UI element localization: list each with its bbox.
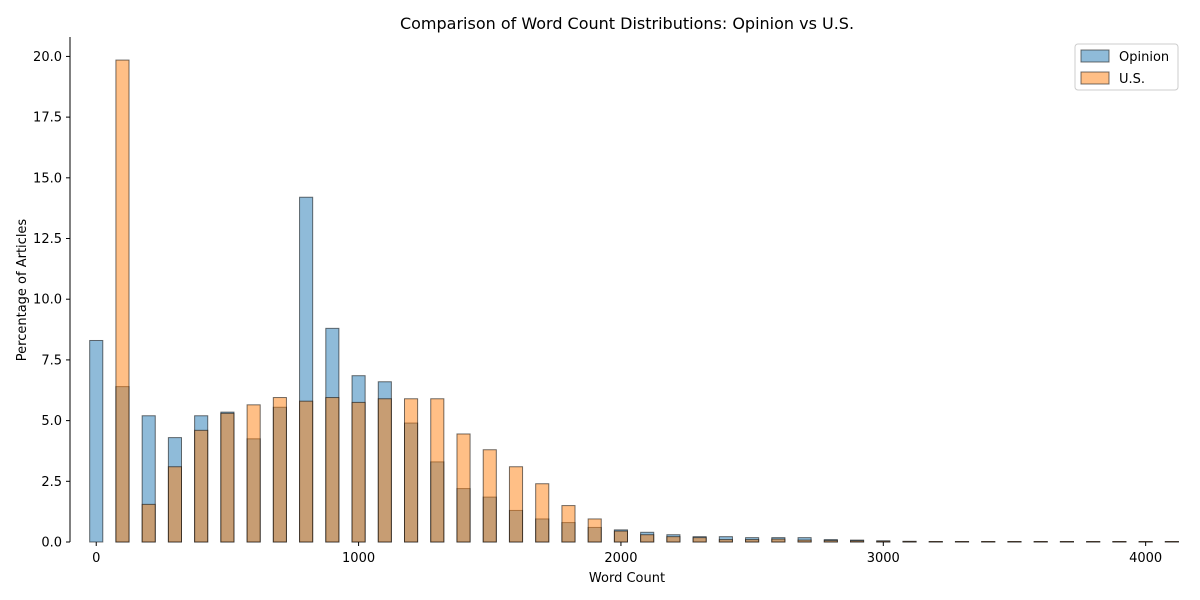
us-bar — [587, 518, 602, 543]
y-tick-label: 0.0 — [41, 536, 62, 551]
us-bar — [220, 412, 235, 543]
us-bar — [535, 483, 550, 543]
x-tick-label: 0 — [92, 551, 100, 566]
y-tick-label: 12.5 — [33, 232, 62, 247]
opinion-bar — [89, 339, 104, 543]
legend-label-us: U.S. — [1119, 72, 1145, 87]
us-bar — [666, 536, 681, 543]
x-axis-ticks: 0 1000 2000 3000 4000 — [92, 542, 1162, 566]
us-bar — [797, 539, 812, 543]
us-bar — [823, 540, 838, 543]
us-bar — [876, 540, 891, 543]
y-axis-label: Percentage of Articles — [15, 219, 30, 362]
us-bar — [456, 433, 471, 543]
us-bar — [246, 404, 261, 543]
y-tick-label: 5.0 — [41, 414, 62, 429]
legend-label-opinion: Opinion — [1119, 50, 1169, 65]
us-bar — [141, 503, 156, 543]
us-bar — [299, 400, 314, 543]
us-bar — [272, 397, 287, 543]
x-tick-label: 3000 — [867, 551, 900, 566]
us-bar — [640, 534, 655, 543]
us-bar — [692, 537, 707, 543]
legend-swatch-us — [1080, 71, 1110, 85]
us-bar — [325, 397, 340, 543]
y-tick-label: 15.0 — [33, 171, 62, 186]
us-bar — [613, 530, 628, 543]
us-bar — [718, 539, 733, 543]
us-bar — [430, 398, 445, 543]
x-axis-label: Word Count — [589, 571, 665, 586]
us-bar — [561, 505, 576, 543]
us-bar — [482, 449, 497, 543]
us-bar — [194, 429, 209, 543]
us-bar — [508, 466, 524, 543]
y-axis-ticks: 0.0 2.5 5.0 7.5 10.0 12.5 15.0 17.5 20.0 — [33, 50, 70, 551]
legend-swatch-opinion — [1080, 49, 1110, 63]
us-bar — [404, 398, 419, 543]
y-tick-label: 17.5 — [33, 111, 62, 126]
y-tick-label: 20.0 — [33, 50, 62, 65]
legend: Opinion U.S. — [1074, 43, 1179, 91]
x-tick-label: 2000 — [604, 551, 637, 566]
us-bar — [377, 398, 392, 543]
us-bar — [351, 401, 366, 543]
us-bar — [771, 538, 786, 543]
us-bar — [115, 59, 130, 543]
x-tick-label: 4000 — [1129, 551, 1162, 566]
y-tick-label: 10.0 — [33, 293, 62, 308]
us-bar — [745, 539, 760, 543]
us-bar — [850, 540, 865, 543]
us-bar — [167, 466, 183, 543]
chart-title: Comparison of Word Count Distributions: … — [400, 14, 854, 33]
y-tick-label: 7.5 — [41, 353, 62, 368]
us-series — [115, 59, 1179, 543]
x-tick-label: 1000 — [342, 551, 375, 566]
y-tick-label: 2.5 — [41, 475, 62, 490]
